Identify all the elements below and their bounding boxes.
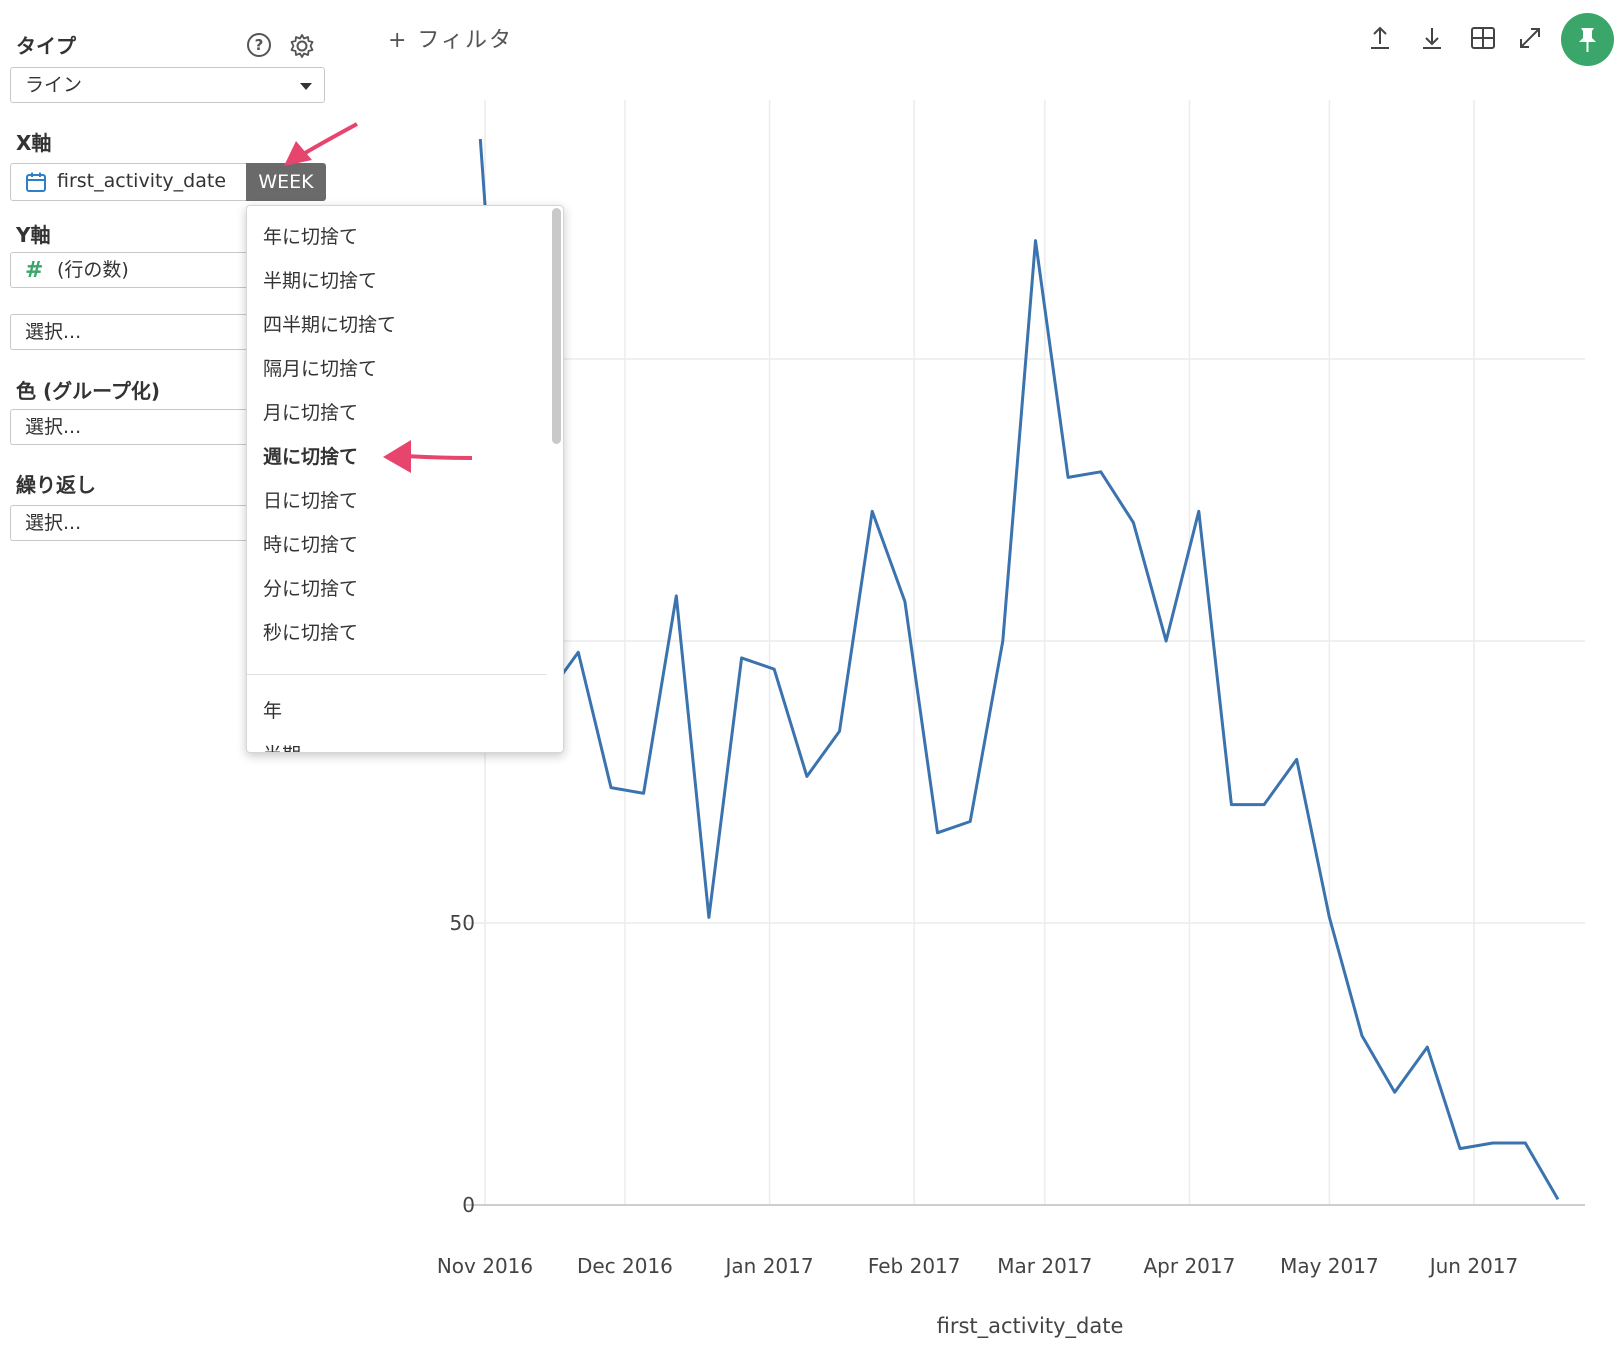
series-line [478, 138, 1560, 1201]
dropdown-option[interactable]: 四半期に切捨て [263, 314, 397, 336]
dropdown-option[interactable]: 時に切捨て [263, 534, 359, 556]
y-axis-label: Y軸 [16, 223, 51, 247]
calendar-icon [26, 172, 46, 192]
dropdown-scrollbar[interactable] [552, 208, 561, 444]
x-axis-field-name: first_activity_date [57, 170, 227, 192]
type-label: タイプ [16, 34, 76, 58]
x-tick-label: Jun 2017 [1428, 1254, 1519, 1278]
download-icon[interactable] [1418, 24, 1446, 52]
y-tick-label: 50 [450, 911, 475, 935]
truncate-dropdown: 年に切捨て半期に切捨て 四半期に切捨て 隔月に切捨て 月に切捨て週に切捨て日に切捨て時… [246, 205, 564, 753]
x-tick-label: Feb 2017 [868, 1254, 961, 1278]
add-filter-button[interactable]: + フィルタ [388, 28, 513, 53]
color-group-label: 色 (グループ化) [16, 379, 161, 403]
dropdown-option[interactable]: 半期に切捨て [263, 270, 378, 292]
dropdown-option[interactable]: 日に切捨て [263, 490, 359, 512]
chart-type-select[interactable]: ライン [10, 67, 325, 103]
x-tick-label: Dec 2016 [577, 1254, 673, 1278]
y-tick-label: 0 [462, 1193, 475, 1217]
dropdown-option[interactable]: 年 [263, 700, 283, 722]
y-axis-select[interactable]: 選択... [10, 314, 250, 350]
upload-icon[interactable] [1366, 24, 1394, 52]
help-icon[interactable]: ? [247, 33, 271, 57]
x-tick-label: May 2017 [1280, 1254, 1379, 1278]
x-axis-aggregation-badge[interactable]: WEEK [246, 163, 326, 201]
x-axis-field[interactable]: first_activity_date [10, 163, 250, 201]
x-axis-label: X軸 [16, 131, 52, 155]
repeat-select[interactable]: 選択... [10, 505, 250, 541]
x-tick-label: Mar 2017 [997, 1254, 1092, 1278]
dropdown-option[interactable]: 年に切捨て [263, 226, 359, 248]
repeat-label: 繰り返し [16, 473, 96, 497]
dropdown-separator [247, 674, 547, 675]
y-axis-select-placeholder: 選択... [25, 321, 82, 343]
chevron-down-icon [300, 83, 312, 90]
chart-gridlines [465, 100, 1585, 1206]
repeat-placeholder: 選択... [25, 512, 82, 534]
color-group-select[interactable]: 選択... [10, 409, 250, 445]
x-tick-label: Apr 2017 [1143, 1254, 1235, 1278]
dropdown-option[interactable]: 隔月に切捨て [263, 358, 378, 380]
x-tick-label: Jan 2017 [724, 1254, 814, 1278]
x-tick-label: Nov 2016 [437, 1254, 533, 1278]
pin-icon [1579, 28, 1596, 52]
color-group-placeholder: 選択... [25, 416, 82, 438]
x-tick-labels: Nov 2016 Dec 2016 Jan 2017 Feb 2017 Mar 2017… [437, 1254, 1518, 1278]
x-axis-title: first_activity_date [937, 1314, 1124, 1339]
pin-button[interactable] [1561, 13, 1614, 66]
chart-type-value: ライン [25, 74, 83, 96]
expand-icon[interactable] [1516, 24, 1544, 52]
number-hash-icon: # [25, 257, 44, 283]
dropdown-option[interactable]: 半期 [263, 740, 301, 752]
dropdown-option[interactable]: 週に切捨て [263, 446, 359, 468]
gear-icon[interactable] [288, 32, 316, 60]
dropdown-option[interactable]: 月に切捨て [263, 402, 359, 424]
y-axis-field-name: (行の数) [57, 259, 129, 281]
sidebar: タイプ ? ライン X軸 first_activity_date WEEK Y軸… [0, 0, 340, 1352]
y-tick-labels: 0 50 [450, 911, 475, 1217]
dropdown-option[interactable]: 分に切捨て [263, 578, 359, 600]
y-axis-field[interactable]: # (行の数) [10, 252, 250, 288]
dropdown-option[interactable]: 秒に切捨て [263, 622, 359, 644]
grid-layout-icon[interactable] [1469, 24, 1497, 52]
